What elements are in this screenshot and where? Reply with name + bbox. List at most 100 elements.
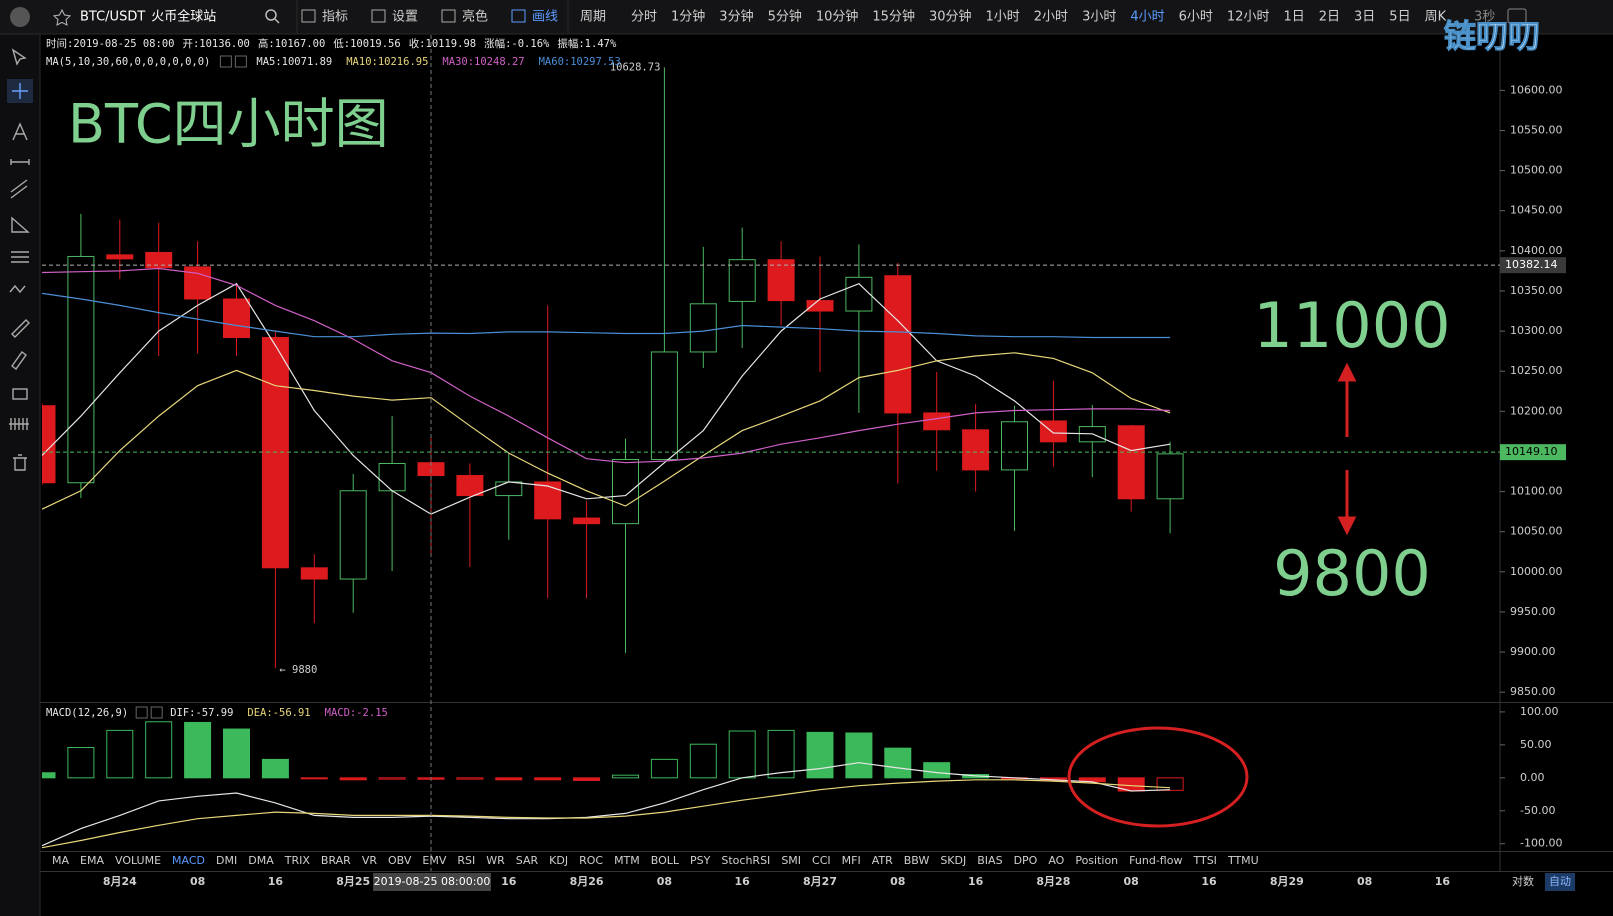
button-icon[interactable] <box>441 9 456 23</box>
period-button[interactable]: 2小时 <box>1034 10 1068 25</box>
candle-body <box>67 255 95 484</box>
toolbar-button[interactable]: 亮色 <box>462 9 488 25</box>
period-button[interactable]: 1小时 <box>986 10 1020 25</box>
indicator-tab[interactable]: MA <box>52 854 69 867</box>
setting-icon[interactable] <box>219 55 232 68</box>
toolbar-button[interactable]: 指标 <box>322 10 348 25</box>
indicator-tab[interactable]: SMI <box>781 854 801 867</box>
indicator-tab[interactable]: CCI <box>812 854 831 867</box>
indicator-tab[interactable]: BRAR <box>321 854 351 867</box>
candle-body <box>573 517 601 525</box>
indicator-tab[interactable]: WR <box>486 854 505 867</box>
macd-bar <box>806 731 834 779</box>
period-button[interactable]: 10分钟 <box>816 9 859 25</box>
favorite-icon[interactable] <box>52 8 72 26</box>
indicator-tab[interactable]: EMV <box>422 854 446 867</box>
indicator-tab[interactable]: RSI <box>457 854 475 867</box>
indicator-tab[interactable]: BIAS <box>977 854 1002 867</box>
price-label-box <box>1500 257 1566 274</box>
tool-icon[interactable] <box>13 454 27 471</box>
price-label: 10382.14 <box>1505 258 1558 271</box>
indicator-tab[interactable]: StochRSI <box>721 854 770 867</box>
candle-body <box>845 276 873 312</box>
tool-icon[interactable] <box>9 418 29 430</box>
x-tick-label: 16 <box>268 875 284 888</box>
button-icon[interactable] <box>511 9 526 23</box>
tool-icon[interactable] <box>10 159 30 165</box>
camera-icon[interactable] <box>1507 8 1527 24</box>
close-icon[interactable] <box>234 55 247 68</box>
toolbar-button[interactable]: 设置 <box>392 10 418 25</box>
indicator-tab[interactable]: VR <box>362 854 378 867</box>
button-icon[interactable] <box>301 9 316 23</box>
period-button[interactable]: 4小时 <box>1130 10 1164 25</box>
macd-bar <box>612 774 639 779</box>
indicator-tab[interactable]: DPO <box>1014 854 1038 867</box>
info-text: 振幅:1.47% <box>557 37 617 50</box>
period-button[interactable]: 12小时 <box>1227 10 1270 25</box>
period-button[interactable]: 5分钟 <box>768 9 802 25</box>
indicator-tab[interactable]: MFI <box>842 854 861 867</box>
indicator-tab[interactable]: SKDJ <box>940 854 966 867</box>
candle-body <box>106 254 134 260</box>
logo[interactable] <box>10 7 30 27</box>
period-button[interactable]: 3日 <box>1354 10 1375 25</box>
period-button[interactable]: 分时 <box>631 10 657 25</box>
search-icon[interactable] <box>265 9 277 21</box>
tool-icon[interactable] <box>10 179 28 199</box>
indicator-tab[interactable]: DMI <box>216 854 237 867</box>
tool-icon[interactable] <box>11 48 27 66</box>
indicator-tab[interactable]: KDJ <box>549 854 568 867</box>
setting-icon[interactable] <box>135 706 148 719</box>
indicator-tab[interactable]: BBW <box>904 854 930 867</box>
macd-bar <box>223 728 250 779</box>
period-button[interactable]: 15分钟 <box>872 9 915 25</box>
indicator-tab[interactable]: SAR <box>516 854 539 867</box>
tool-icon[interactable] <box>11 319 30 338</box>
period-button[interactable]: 1日 <box>1283 10 1304 25</box>
period-button[interactable]: 3分钟 <box>719 9 753 25</box>
indicator-tab[interactable]: AO <box>1048 854 1064 867</box>
indicator-tab[interactable]: TRIX <box>284 854 311 867</box>
close-icon[interactable] <box>150 706 163 719</box>
indicator-tab[interactable]: Fund-flow <box>1129 854 1182 867</box>
indicator-tab[interactable]: TTSI <box>1192 854 1216 867</box>
indicator-tab[interactable]: MTM <box>614 854 640 867</box>
period-button[interactable]: 1分钟 <box>671 9 705 25</box>
price-label: 10149.10 <box>1505 445 1558 458</box>
indicator-tab[interactable]: VOLUME <box>115 854 161 867</box>
tool-icon[interactable] <box>12 83 28 99</box>
indicator-tab[interactable]: DMA <box>248 854 274 867</box>
indicator-tab[interactable]: ATR <box>872 854 893 867</box>
indicator-tab[interactable]: TTMU <box>1227 854 1259 867</box>
tool-icon[interactable] <box>11 351 27 370</box>
tool-icon[interactable] <box>12 388 28 400</box>
indicator-tab[interactable]: PSY <box>690 854 711 867</box>
period-button[interactable]: 3小时 <box>1082 10 1116 25</box>
indicator-tab[interactable]: Position <box>1075 854 1118 867</box>
indicator-tab[interactable]: EMA <box>80 854 104 867</box>
scale-option[interactable]: 对数 <box>1512 874 1534 888</box>
period-button[interactable]: 周K <box>1425 10 1447 25</box>
indicator-tab[interactable]: OBV <box>388 854 412 867</box>
period-button[interactable]: 5日 <box>1389 10 1410 25</box>
tool-icon[interactable] <box>11 216 30 233</box>
period-button[interactable]: 30分钟 <box>929 9 972 25</box>
button-icon[interactable] <box>371 9 386 23</box>
sidebar <box>0 34 40 916</box>
x-tick-label: 08 <box>890 875 905 888</box>
toolbar-button[interactable]: 画线 <box>532 10 558 25</box>
period-button[interactable]: 2日 <box>1319 10 1340 25</box>
tool-icon[interactable] <box>9 284 26 294</box>
indicator-tab[interactable]: ROC <box>579 854 603 867</box>
tool-icon[interactable] <box>11 251 29 263</box>
period-label[interactable]: 周期 <box>580 10 606 25</box>
scale-option-box[interactable] <box>1545 873 1575 891</box>
candle-body <box>884 275 912 414</box>
scale-option[interactable]: 自动 <box>1549 875 1571 888</box>
indicator-tab[interactable]: MACD <box>172 854 205 867</box>
info-text: 低:10019.56 <box>333 37 400 50</box>
tool-icon[interactable] <box>12 122 28 141</box>
indicator-tab[interactable]: BOLL <box>651 854 680 867</box>
period-button[interactable]: 6小时 <box>1179 10 1213 25</box>
